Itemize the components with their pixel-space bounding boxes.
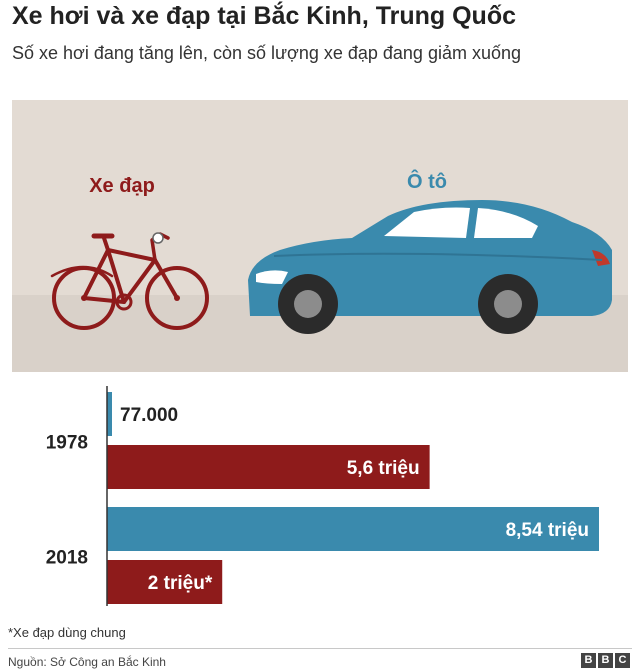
bar-bike-1978 (107, 445, 430, 489)
bar-label-car-2018: 8,54 triệu (506, 520, 589, 541)
illustration: Xe đạp Ô tô (12, 100, 628, 372)
chart-title: Xe hơi và xe đạp tại Bắc Kinh, Trung Quố… (12, 2, 516, 30)
category-label-2018: 2018 (46, 548, 88, 569)
source-note: Nguồn: Sở Công an Bắc Kinh (8, 655, 166, 669)
chart-subtitle: Số xe hơi đang tăng lên, còn số lượng xe… (12, 43, 522, 63)
bbc-logo-letter: B (598, 653, 613, 668)
bbc-logo: B B C (581, 653, 630, 668)
bbc-logo-letter: C (615, 653, 630, 668)
bar-label-car-1978: 77.000 (120, 405, 178, 426)
car-icon (248, 200, 612, 334)
footer-divider (8, 648, 632, 649)
category-label-1978: 1978 (46, 433, 88, 454)
footnote: *Xe đạp dùng chung (8, 625, 126, 640)
bar-car-1978 (107, 392, 112, 436)
bar-label-bike-2018: 2 triệu* (148, 573, 213, 594)
bike-label: Xe đạp (89, 175, 155, 197)
bike-bell-icon (152, 232, 164, 244)
bar-chart: 77.000 5,6 triệu 1978 8,54 triệu 2 triệu* 201… (46, 386, 599, 606)
car-label: Ô tô (407, 169, 447, 193)
bar-car-2018 (107, 507, 599, 551)
bar-label-bike-1978: 5,6 triệu (347, 458, 420, 479)
bbc-logo-letter: B (581, 653, 596, 668)
bar-bike-2018 (107, 560, 223, 604)
